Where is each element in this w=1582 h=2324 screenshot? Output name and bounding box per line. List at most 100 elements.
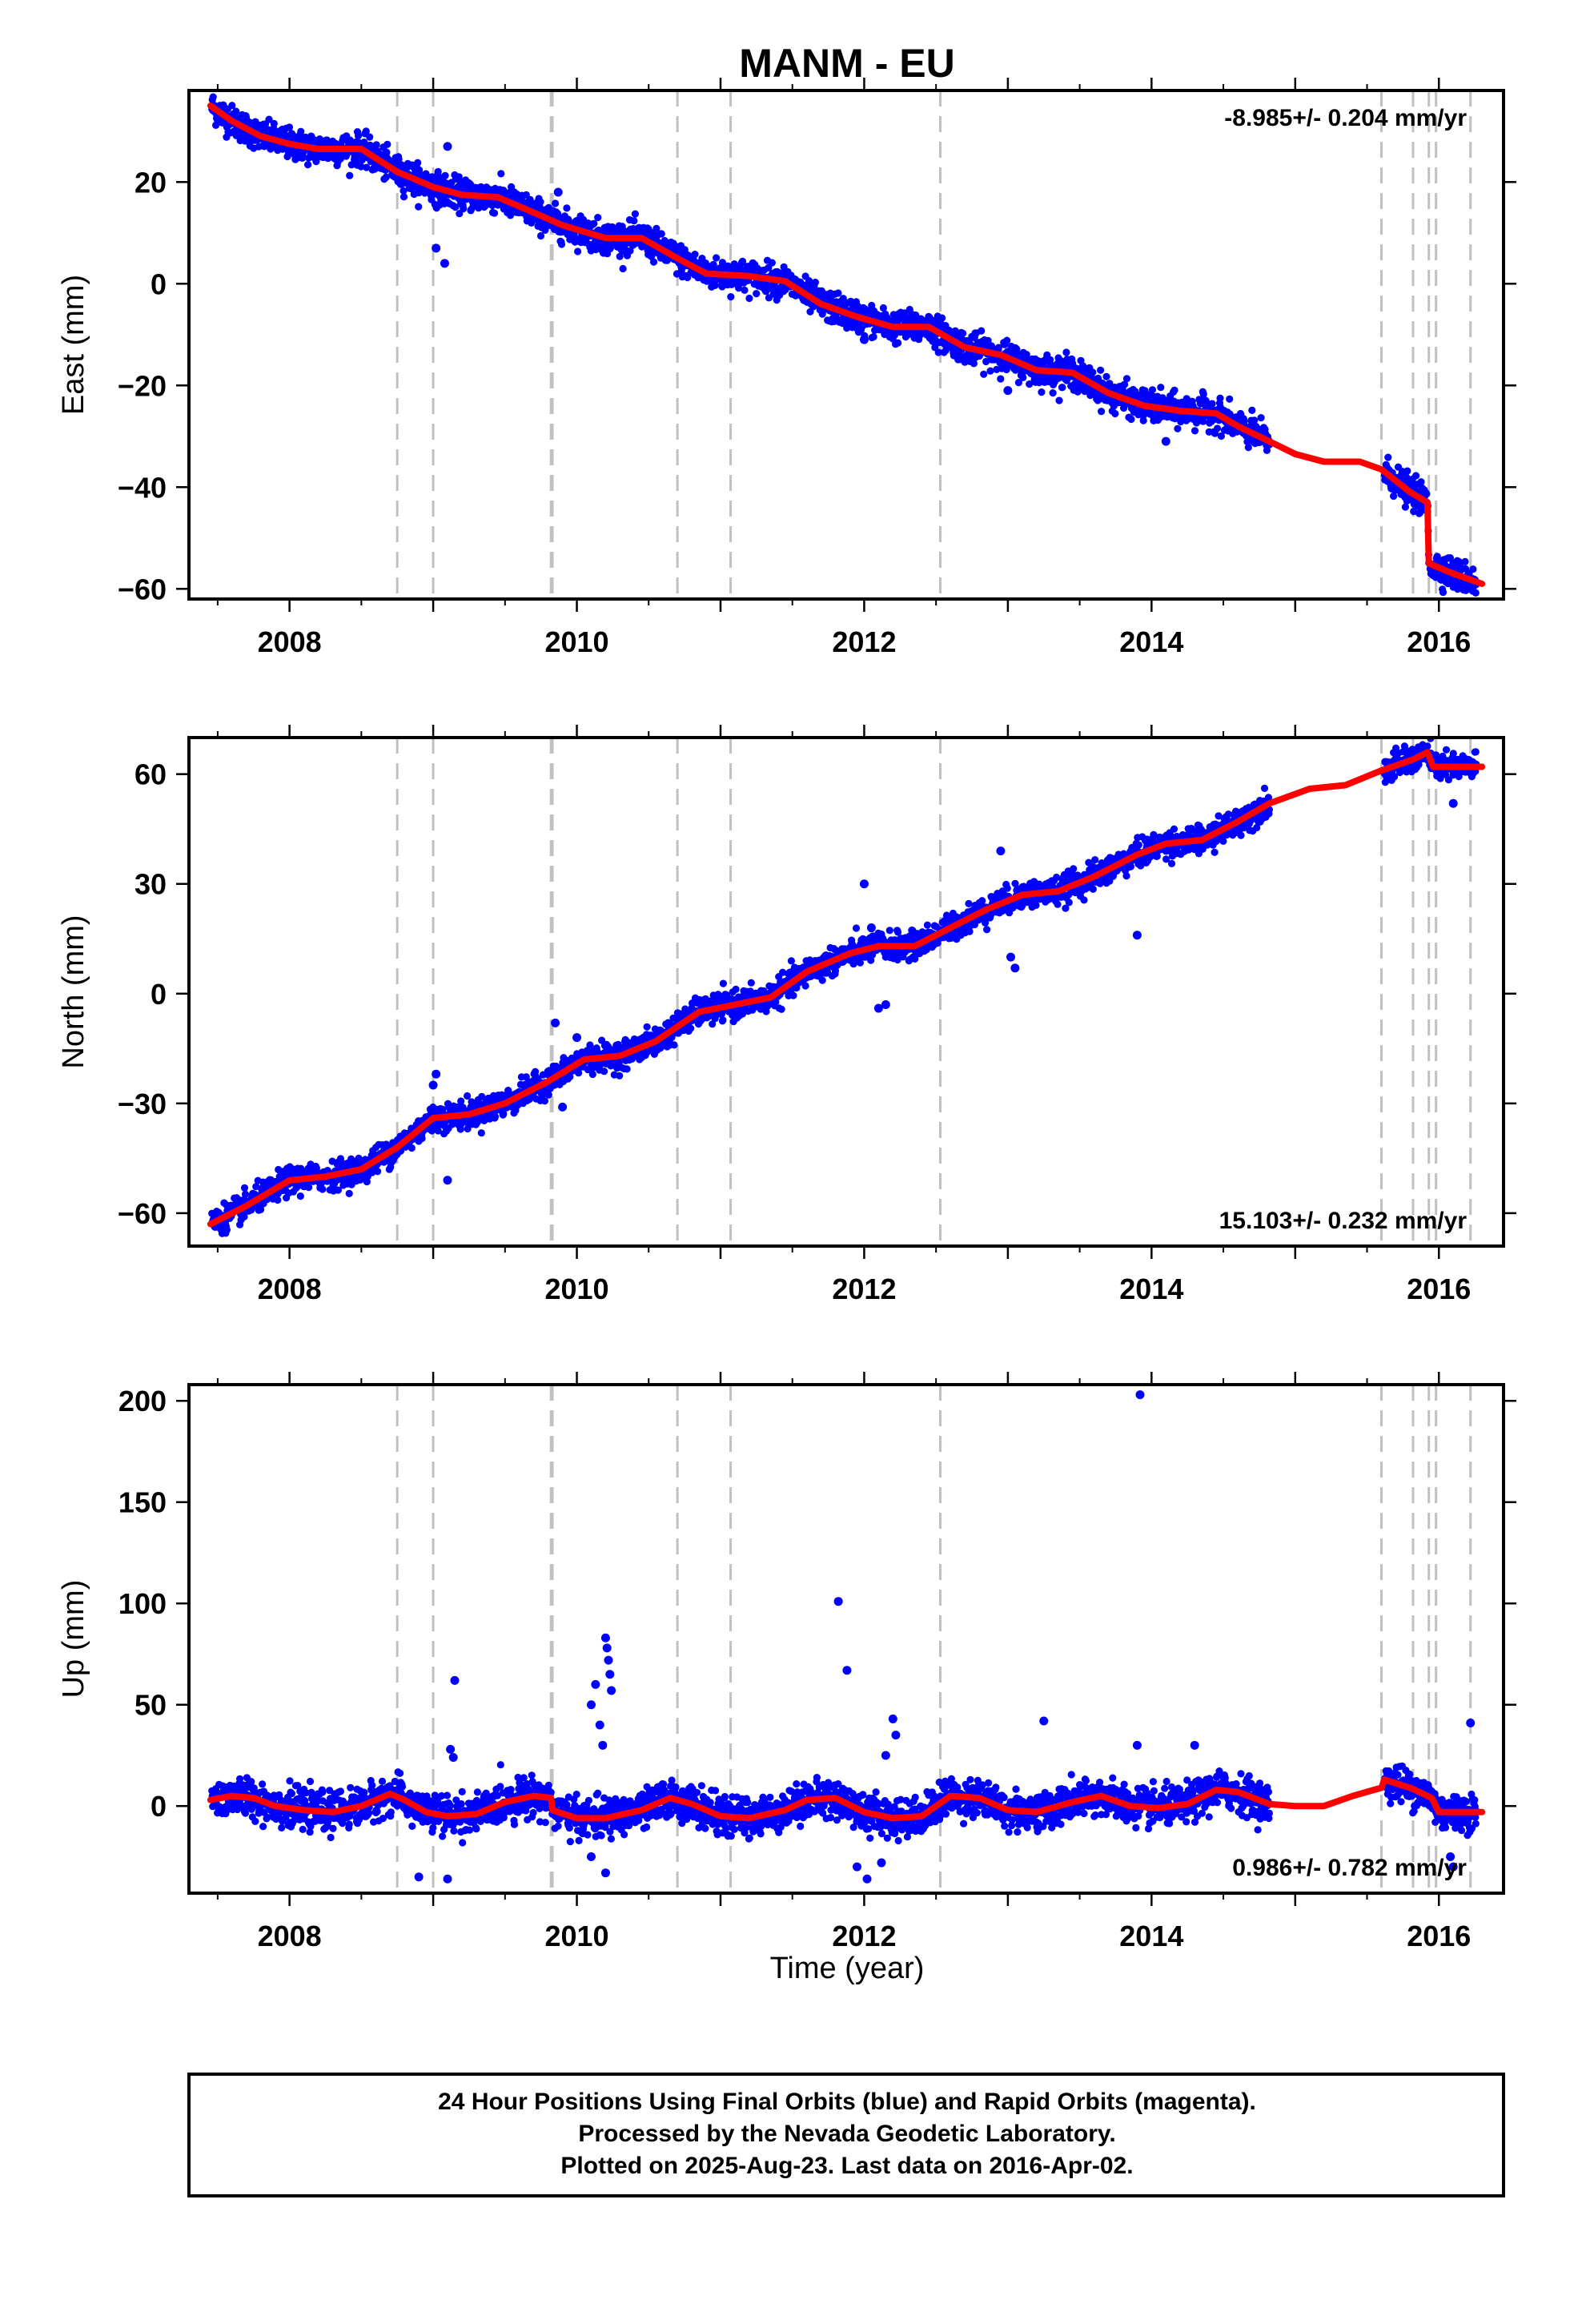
position-point	[586, 1041, 594, 1049]
position-point	[594, 214, 602, 222]
figure-title: MANM - EU	[739, 41, 954, 86]
position-point	[297, 127, 305, 135]
position-point	[497, 170, 505, 178]
position-point	[745, 294, 753, 303]
position-point	[965, 899, 973, 907]
position-point	[986, 367, 994, 375]
position-point	[1417, 478, 1425, 486]
position-point	[966, 927, 974, 935]
position-point	[252, 1183, 260, 1191]
position-point	[415, 203, 423, 211]
position-point	[460, 205, 468, 213]
position-point	[951, 327, 959, 335]
position-point	[346, 171, 354, 179]
position-point	[719, 979, 728, 987]
position-point	[1213, 424, 1222, 432]
position-point	[400, 187, 408, 195]
position-point	[223, 1226, 231, 1234]
position-point	[738, 257, 747, 265]
position-point	[735, 284, 743, 292]
outlier-point	[432, 243, 441, 253]
position-point	[1170, 386, 1178, 394]
position-point	[868, 301, 876, 310]
x-tick-label: 2012	[832, 625, 896, 658]
position-point	[357, 163, 365, 171]
position-point	[575, 1069, 583, 1077]
position-point	[228, 102, 236, 110]
position-point	[885, 927, 893, 935]
position-point	[727, 293, 735, 301]
position-point	[500, 1110, 508, 1118]
position-point	[718, 259, 727, 267]
position-point	[631, 210, 640, 218]
position-point	[456, 1125, 464, 1133]
position-point	[372, 141, 380, 149]
position-point	[713, 254, 721, 262]
position-point	[1139, 416, 1147, 424]
position-point	[994, 344, 1002, 352]
position-point	[1148, 386, 1157, 394]
outlier-point	[440, 259, 449, 268]
position-point	[938, 314, 946, 322]
position-point	[894, 928, 902, 936]
position-point	[304, 161, 312, 169]
position-point	[719, 1016, 727, 1024]
position-point	[374, 1168, 382, 1176]
position-point	[408, 1144, 416, 1152]
position-point	[1127, 415, 1135, 424]
position-point	[753, 290, 761, 298]
position-point	[1174, 424, 1182, 432]
position-point	[852, 924, 861, 932]
position-point	[856, 959, 864, 967]
position-point	[536, 231, 545, 240]
position-point	[623, 1065, 631, 1073]
position-point	[590, 219, 598, 227]
position-point	[334, 1186, 342, 1194]
position-point	[619, 264, 627, 273]
position-point	[526, 195, 534, 203]
position-point	[1401, 503, 1409, 511]
position-point	[811, 279, 820, 287]
position-point	[400, 193, 408, 201]
position-point	[643, 1023, 651, 1031]
position-point	[1208, 400, 1216, 408]
position-point	[1121, 380, 1129, 388]
position-point	[457, 1097, 465, 1105]
position-point	[1122, 375, 1131, 383]
position-point	[959, 329, 967, 337]
position-point	[1138, 392, 1146, 400]
position-point	[1013, 345, 1021, 353]
position-point	[366, 133, 374, 141]
position-point	[768, 259, 776, 267]
position-point	[540, 1097, 549, 1105]
panel-frame	[187, 89, 1505, 601]
position-point	[1390, 493, 1398, 501]
position-point	[209, 93, 217, 101]
y-tick-label: 20	[135, 166, 167, 199]
position-point	[894, 339, 902, 347]
position-point	[934, 348, 942, 356]
plot-area	[207, 738, 1486, 1246]
position-point	[1226, 395, 1234, 403]
y-tick-label: −60	[118, 573, 167, 605]
position-point	[789, 991, 797, 999]
position-point	[1217, 432, 1225, 440]
position-point	[1089, 368, 1097, 376]
position-point	[544, 1091, 552, 1099]
daily-positions	[208, 738, 1480, 1237]
position-point	[1423, 490, 1431, 498]
position-point	[478, 1092, 486, 1100]
position-point	[657, 230, 665, 238]
position-point	[296, 1192, 304, 1200]
position-point	[345, 1189, 353, 1197]
model-fit-line	[207, 103, 1486, 587]
position-point	[879, 304, 887, 312]
position-point	[1410, 507, 1418, 516]
position-point	[395, 155, 403, 163]
position-point	[477, 1129, 485, 1137]
position-point	[456, 210, 464, 218]
position-point	[362, 127, 370, 135]
position-point	[779, 968, 787, 976]
position-point	[978, 897, 986, 905]
